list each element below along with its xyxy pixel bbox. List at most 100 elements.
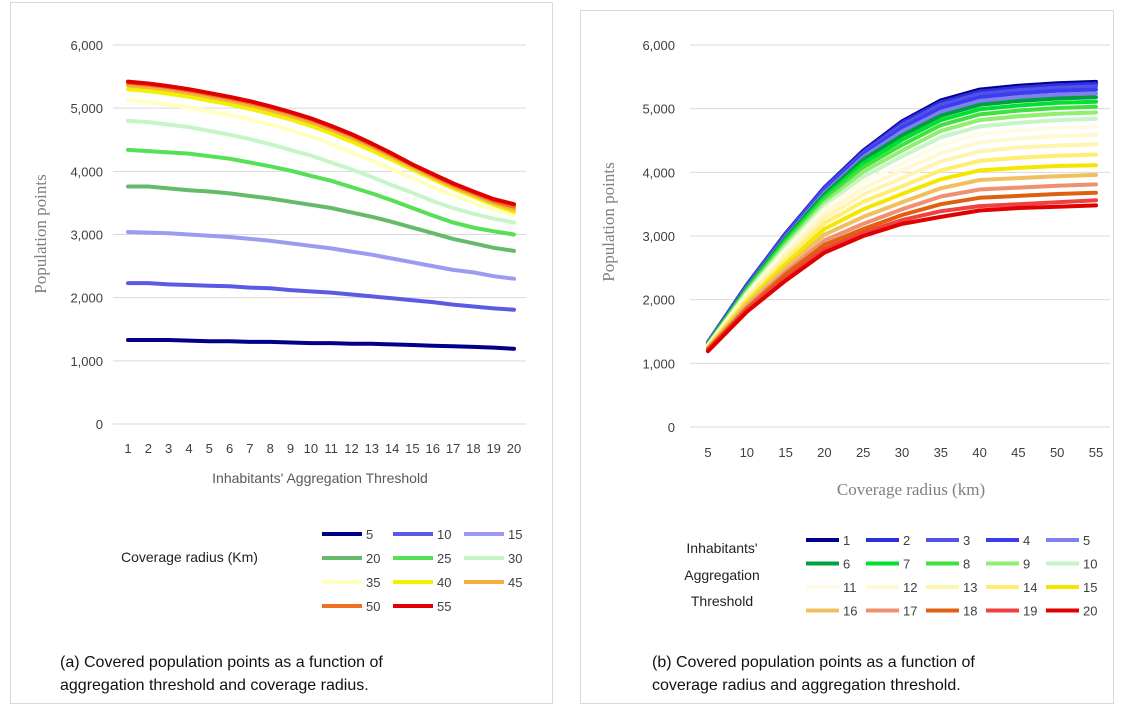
panel-a-x-tick-label: 11 [324, 441, 338, 456]
panel-a-x-tick-label: 5 [206, 441, 213, 456]
panel-a-x-tick-label: 13 [365, 441, 379, 456]
panel-a-legend-label-5: 5 [366, 527, 373, 542]
panel-b-x-tick-label: 25 [856, 445, 870, 460]
panel-b-series-line-14 [706, 152, 1098, 349]
panel-a-caption: (a) Covered population points as a funct… [60, 651, 383, 697]
panel-b-caption-line2: coverage radius and aggregation threshol… [652, 677, 961, 694]
panel-b-legend-title-line3: Threshold [691, 593, 753, 609]
panel-a-legend-title: Coverage radius (Km) [121, 549, 258, 565]
panel-b-legend-label-8: 8 [963, 557, 970, 572]
panel-a-x-tick-label: 12 [344, 441, 358, 456]
panel-a-y-tick-label: 4,000 [70, 164, 103, 179]
panel-a-legend-label-55: 55 [437, 599, 451, 614]
panel-b-legend-label-2: 2 [903, 533, 910, 548]
panel-b-x-tick-label: 55 [1089, 445, 1103, 460]
panel-a-legend-label-15: 15 [508, 527, 522, 542]
panel-b-legend-label-4: 4 [1023, 533, 1030, 548]
panel-b-x-tick-label: 5 [704, 445, 711, 460]
panel-a-x-tick-label: 2 [145, 441, 152, 456]
panel-b-x-tick-label: 35 [934, 445, 948, 460]
panel-a-x-tick-label: 3 [165, 441, 172, 456]
panel-a-legend-label-10: 10 [437, 527, 451, 542]
panel-a-x-tick-label: 19 [486, 441, 500, 456]
panel-a-legend-label-25: 25 [437, 551, 451, 566]
panel-b-y-tick-label: 4,000 [642, 165, 675, 180]
panel-b-y-tick-label: 3,000 [642, 229, 675, 244]
panel-b-series [706, 79, 1098, 354]
panel-b-legend-label-9: 9 [1023, 557, 1030, 572]
panel-b-legend-label-20: 20 [1083, 604, 1097, 619]
panel-a-y-tick-label: 6,000 [70, 38, 103, 53]
panel-a-y-tick-label: 5,000 [70, 101, 103, 116]
panel-b-x-ticks: 5 10 15 20 25 30 35 40 45 50 55 [704, 445, 1103, 460]
panel-a-x-axis-title: Inhabitants' Aggregation Threshold [212, 470, 428, 486]
panel-b-y-tick-label: 1,000 [642, 356, 675, 371]
panel-a-x-tick-label: 15 [405, 441, 419, 456]
panel-b-x-tick-label: 10 [740, 445, 754, 460]
panel-b-legend-label-7: 7 [903, 557, 910, 572]
panel-a-y-axis-title: Population points [31, 174, 50, 293]
panel-b-legend-label-19: 19 [1023, 604, 1037, 619]
panel-a-x-tick-label: 14 [385, 441, 399, 456]
panel-a-series-line-5 [126, 338, 516, 351]
panel-a-x-tick-label: 17 [446, 441, 460, 456]
panel-a-x-tick-label: 20 [507, 441, 521, 456]
panel-a-series-line-35 [126, 98, 516, 218]
panel-a-x-tick-label: 16 [426, 441, 440, 456]
panel-a-legend-label-30: 30 [508, 551, 522, 566]
panel-a-y-tick-label: 0 [96, 417, 103, 432]
panel-b-legend-label-16: 16 [843, 604, 857, 619]
panel-a-y-tick-label: 2,000 [70, 291, 103, 306]
panel-b-series-line-20 [706, 203, 1098, 354]
panel-b-x-tick-label: 45 [1011, 445, 1025, 460]
panel-b-legend-title-line1: Inhabitants' [686, 540, 757, 556]
panel-a-x-tick-label: 18 [466, 441, 480, 456]
panel-b-legend-label-15: 15 [1083, 580, 1097, 595]
panel-b-legend-label-14: 14 [1023, 580, 1037, 595]
panel-b-x-tick-label: 15 [778, 445, 792, 460]
panel-b-series-line-13 [706, 142, 1098, 349]
panel-a-series-line-15 [126, 230, 516, 281]
panel-b-legend-label-5: 5 [1083, 533, 1090, 548]
panel-b-legend-label-12: 12 [903, 580, 917, 595]
panel-a-caption-line1: (a) Covered population points as a funct… [60, 654, 383, 671]
panel-a-x-ticks: 1 2 3 4 5 6 7 8 9 10 11 12 13 14 15 16 17 18 19 20 [124, 441, 521, 456]
panel-b-y-tick-label: 0 [668, 420, 675, 435]
panel-b-y-tick-label: 2,000 [642, 293, 675, 308]
panel-a-legend-label-50: 50 [366, 599, 380, 614]
panel-a-caption-line2: aggregation threshold and coverage radiu… [60, 677, 369, 694]
panel-a-series-line-25 [126, 147, 516, 237]
panel-a-series-line-20 [126, 184, 516, 253]
panel-a-y-tick-label: 3,000 [70, 228, 103, 243]
panel-b-frame [580, 10, 1114, 704]
panel-b-legend-label-1: 1 [843, 533, 850, 548]
panel-b-caption-line1: (b) Covered population points as a funct… [652, 654, 975, 671]
panel-b-legend-label-18: 18 [963, 604, 977, 619]
panel-b-y-axis-title: Population points [599, 162, 618, 281]
panel-a-legend-label-40: 40 [437, 575, 451, 590]
panel-a-x-tick-label: 9 [287, 441, 294, 456]
panel-b-x-tick-label: 20 [817, 445, 831, 460]
panel-a-x-tick-label: 10 [304, 441, 318, 456]
panel-a-x-tick-label: 8 [267, 441, 274, 456]
panel-b-y-tick-label: 6,000 [642, 38, 675, 53]
panel-a-x-tick-label: 4 [185, 441, 192, 456]
panel-b-legend-label-6: 6 [843, 557, 850, 572]
panel-b-x-tick-label: 40 [972, 445, 986, 460]
panel-b-legend-label-3: 3 [963, 533, 970, 548]
panel-b-y-tick-label: 5,000 [642, 102, 675, 117]
panel-a-legend-label-45: 45 [508, 575, 522, 590]
panel-a-legend-label-20: 20 [366, 551, 380, 566]
panel-b-caption: (b) Covered population points as a funct… [652, 651, 975, 697]
panel-a-y-ticks: 0 1,000 2,000 3,000 4,000 5,000 6,000 [70, 38, 103, 432]
panel-a-x-tick-label: 1 [124, 441, 131, 456]
panel-b-legend-label-11: 11 [843, 580, 857, 595]
panel-a-series-line-10 [126, 281, 516, 312]
panel-a-legend-label-35: 35 [366, 575, 380, 590]
panel-b-legend-label-13: 13 [963, 580, 977, 595]
panel-b-x-tick-label: 50 [1050, 445, 1064, 460]
panel-b-y-ticks: 0 1,000 2,000 3,000 4,000 5,000 6,000 [642, 38, 675, 435]
